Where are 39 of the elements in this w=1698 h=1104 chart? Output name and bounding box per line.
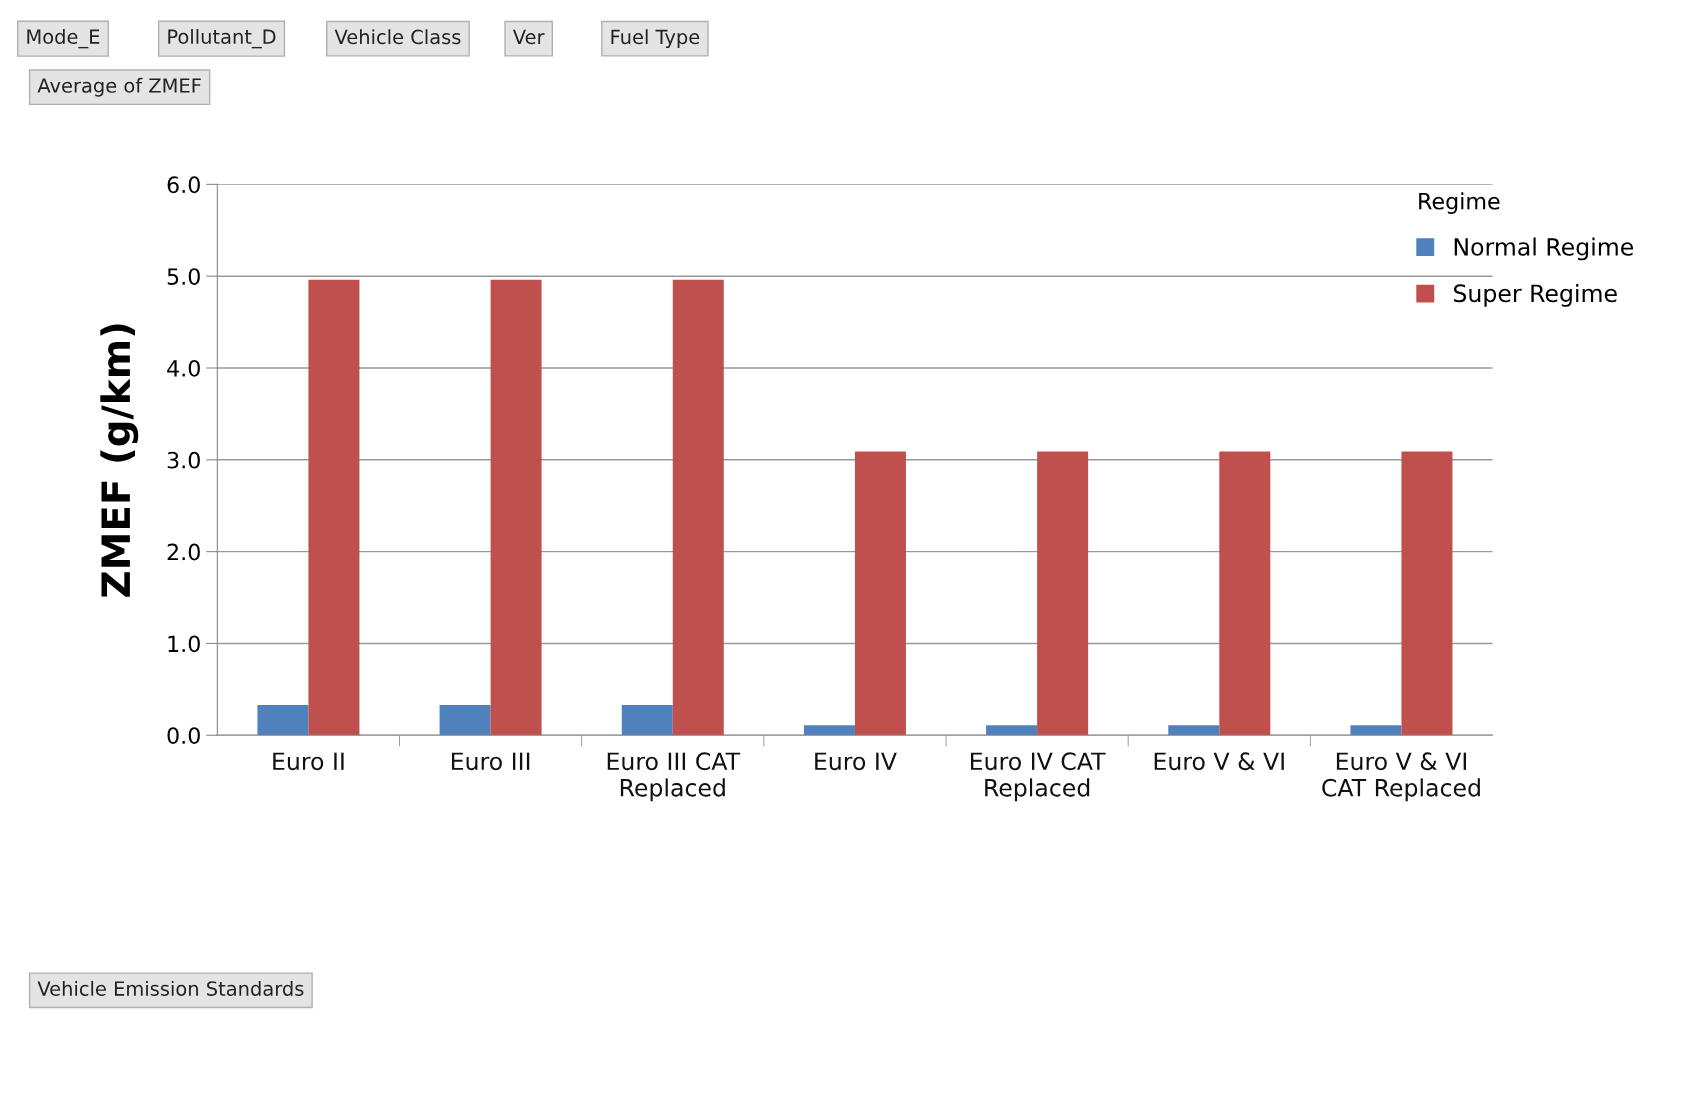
text: Vehicle Class [334, 29, 461, 45]
bar [803, 725, 855, 736]
bar [308, 279, 360, 736]
bar [257, 704, 309, 736]
text: Mode_E [27, 28, 100, 49]
text: Vehicle Emission Standards [37, 980, 304, 996]
bar [1350, 725, 1402, 736]
bar [672, 279, 724, 736]
bar [1168, 725, 1220, 736]
text: Fuel Type [611, 29, 700, 49]
bar [986, 725, 1038, 736]
x-tick-label: Euro III [451, 752, 530, 771]
y-tick-label: 3.0 [167, 451, 200, 469]
bar [1401, 451, 1453, 736]
legend-label: Super Regime [1453, 283, 1617, 307]
y-tick-label: 0.0 [167, 727, 200, 745]
x-tick-label: Euro V & VI CAT Replaced [1322, 752, 1480, 802]
bar [1219, 451, 1271, 736]
y-tick-label: 2.0 [167, 543, 200, 561]
x-tick-label: Euro III CAT Replaced [607, 752, 741, 802]
text: Pollutant_D [168, 28, 276, 49]
x-tick-label: Euro IV [815, 752, 897, 771]
bar [1037, 451, 1089, 736]
text: Ver [512, 29, 545, 45]
y-tick-label: 4.0 [167, 359, 200, 377]
x-tick-label: Euro II [273, 752, 344, 771]
bar [621, 704, 673, 736]
y-axis-title: ZMEF (g/km) [100, 324, 139, 597]
x-tick-label: Euro IV CAT Replaced [971, 752, 1106, 802]
legend-label: Normal Regime [1454, 237, 1634, 261]
bar [490, 279, 542, 736]
bar [439, 704, 491, 736]
legend-title: Regime [1419, 192, 1500, 214]
text: Average of ZMEF [37, 77, 201, 97]
y-tick-label: 5.0 [167, 268, 200, 285]
bar [854, 451, 906, 736]
x-tick-label: Euro V & VI [1154, 752, 1284, 771]
y-tick-label: 1.0 [168, 635, 200, 653]
y-tick-label: 6.0 [167, 176, 200, 194]
